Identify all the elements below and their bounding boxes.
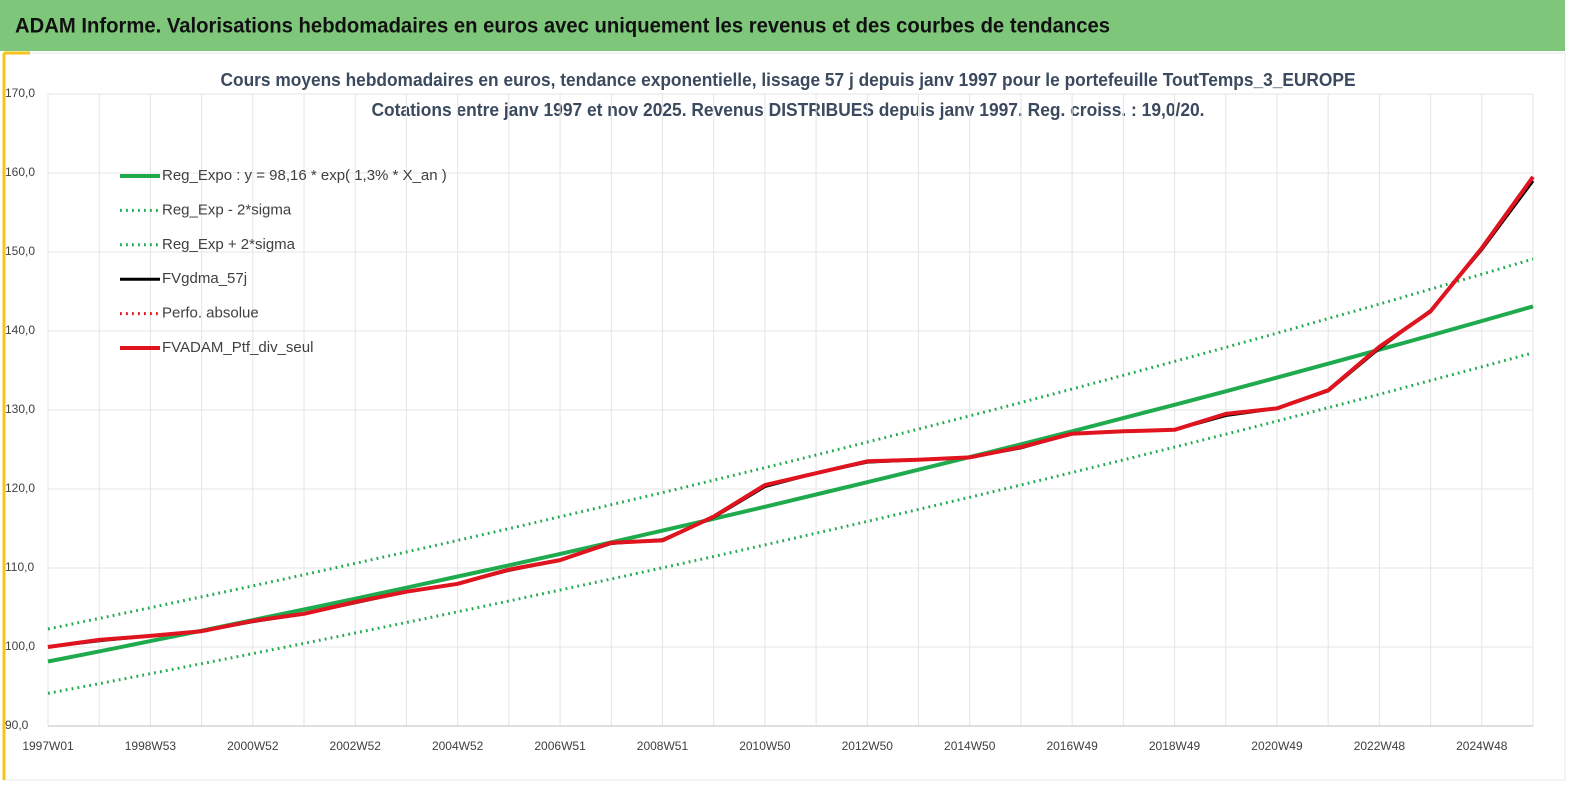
x-tick-label: 2004W52 [432, 739, 484, 753]
legend-label: Perfo. absolue [162, 305, 259, 322]
chart-subtitle: Cotations entre janv 1997 et nov 2025. R… [372, 100, 1205, 120]
legend-label: Reg_Exp + 2*sigma [162, 236, 296, 253]
legend-label: Reg_Expo : y = 98,16 * exp( 1,3% * X_an … [162, 167, 447, 184]
x-tick-label: 1997W01 [22, 739, 74, 753]
x-tick-label: 2018W49 [1149, 739, 1201, 753]
y-tick-label: 160,0 [5, 165, 35, 179]
legend-label: FVgdma_57j [162, 270, 247, 287]
x-tick-label: 2000W52 [227, 739, 279, 753]
y-tick-label: 130,0 [5, 402, 35, 416]
x-tick-label: 1998W53 [125, 739, 177, 753]
x-tick-label: 2014W50 [944, 739, 996, 753]
x-tick-label: 2006W51 [534, 739, 586, 753]
series-line [47, 257, 1534, 631]
x-tick-label: 2008W51 [637, 739, 689, 753]
x-tick-label: 2010W50 [739, 739, 791, 753]
y-tick-label: 170,0 [5, 86, 35, 100]
header-band [0, 0, 1565, 51]
y-tick-label: 150,0 [5, 244, 35, 258]
x-tick-label: 2002W52 [330, 739, 382, 753]
y-tick-label: 90,0 [5, 718, 29, 732]
x-tick-label: 2020W49 [1251, 739, 1303, 753]
x-tick-label: 2022W48 [1354, 739, 1406, 753]
y-tick-label: 140,0 [5, 323, 35, 337]
y-tick-label: 120,0 [5, 481, 35, 495]
header-title: ADAM Informe. Valorisations hebdomadaire… [15, 15, 1110, 38]
series-line [47, 175, 1535, 649]
chart-title: Cours moyens hebdomadaires en euros, ten… [221, 70, 1356, 90]
series-line [47, 304, 1534, 664]
plot-area: 90,0 100,0 110,0 120,0 130,0 140,0 150,0 160,0 1… [5, 86, 1535, 753]
y-tick-label: 100,0 [5, 639, 35, 653]
x-tick-label: 2024W48 [1456, 739, 1508, 753]
legend-label: Reg_Exp - 2*sigma [162, 201, 292, 218]
series-line [47, 351, 1534, 695]
y-tick-label: 110,0 [5, 560, 34, 574]
x-tick-label: 2016W49 [1046, 739, 1098, 753]
x-tick-label: 2012W50 [842, 739, 894, 753]
legend-label: FVADAM_Ptf_div_seul [162, 339, 313, 356]
